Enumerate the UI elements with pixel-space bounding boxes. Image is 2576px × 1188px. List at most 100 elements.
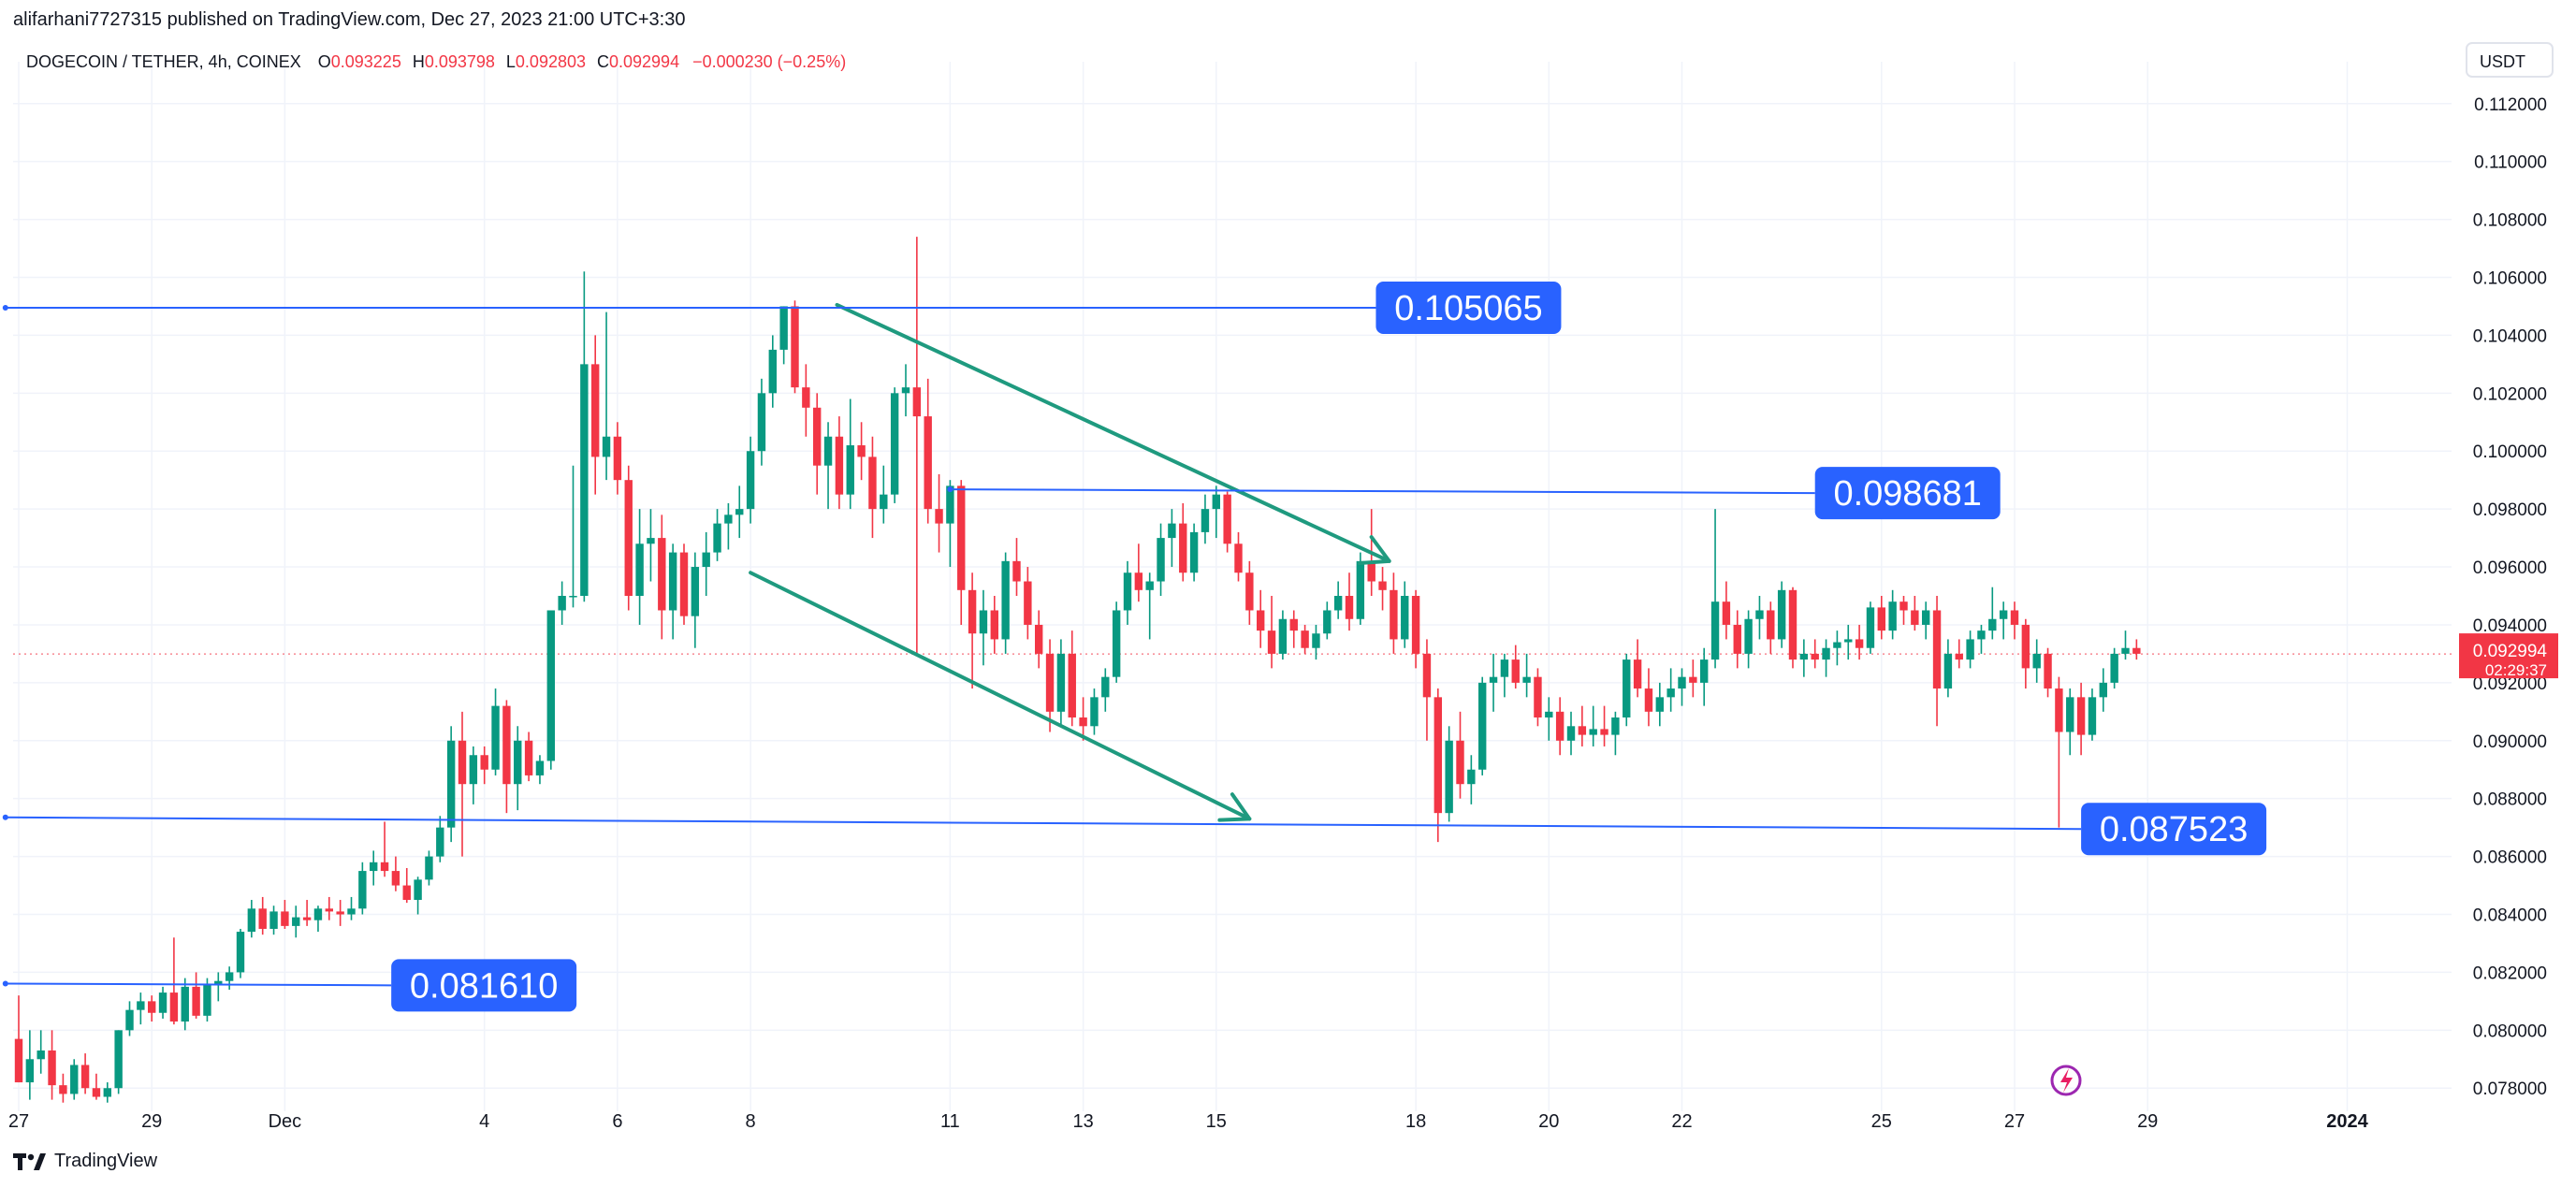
currency-label: USDT [2480,52,2525,71]
level-label-box [2081,803,2267,856]
candle-body [957,485,966,590]
x-tick-label: 20 [1538,1111,1559,1132]
y-tick-label: 0.104000 [2473,326,2547,346]
candle-body [436,827,444,857]
candle-body [1511,659,1520,683]
level-line [5,982,392,987]
candle-body [1001,560,1010,640]
candle-body [1911,610,1919,625]
candle-body [1888,601,1897,631]
candle-body [1811,653,1819,660]
candle-body [92,1088,101,1097]
candle-body [80,1065,90,1089]
candle-body [103,1088,111,1097]
candle-body [602,436,611,457]
candle-body [59,1085,67,1094]
candle-body [2110,653,2118,683]
candle-body [735,509,744,515]
candle-body [446,740,456,828]
candle-body [36,1050,45,1060]
level-label-box [391,959,577,1012]
candle-body [546,610,555,761]
x-tick-label: 8 [746,1111,756,1132]
candle-body [302,917,312,920]
candle-body [1145,581,1154,590]
candle-body [2010,610,2019,625]
candle-body [1035,624,1043,654]
candle-body [1722,601,1731,625]
candle-body [968,589,977,634]
candle-body [1611,717,1620,735]
candle-body [713,523,721,553]
candle-body [1855,639,1864,648]
candle-body [1134,572,1143,590]
candle-body [1733,624,1741,654]
candle-body [1301,630,1309,648]
x-tick-label: 2024 [2326,1111,2368,1132]
tradingview-logo-icon [13,1152,46,1170]
drawings: 0.105065 0.098681 0.087523 0.081610 [2,281,2267,1012]
candle-body [1955,653,1963,660]
candle-body [169,992,179,1022]
candle-body [1545,711,1553,718]
candle-body [946,485,954,524]
candle-body [1333,596,1343,611]
candle-body [370,862,378,872]
trend-arrow-line [835,302,1391,563]
candle-body [1899,601,1908,611]
candle-body [1356,560,1365,619]
candle-body [1689,676,1697,683]
level-label: 0.105065 [1394,289,1543,328]
candle-body [1024,581,1032,625]
trend-arrow-line [749,571,1252,821]
candle-body [414,879,422,901]
replay-bolt-icon[interactable] [2050,1065,2082,1096]
candles [14,237,2141,1103]
candle-body [2032,653,2041,669]
candle-body [292,917,300,926]
y-tick-label: 0.098000 [2473,500,2547,520]
x-tick-label: 27 [8,1111,29,1132]
symbol-line: DOGECOIN / TETHER, 4h, COINEX O0.093225 H0… [26,52,846,71]
candle-body [912,387,922,417]
candle-body [1999,610,2008,619]
y-tick-label: 0.106000 [2473,268,2547,288]
candle-body [724,514,733,524]
candle-body [236,932,245,973]
footer-brand: TradingView [13,1151,157,1172]
candle-body [25,1059,35,1083]
candle-body [158,992,167,1013]
candle-body [1799,653,1809,660]
candle-body [514,740,522,785]
candle-body [1278,618,1288,654]
candle-body [1189,531,1199,573]
candle-body [258,908,267,929]
candle-body [247,908,256,933]
level-anchor [2,304,8,311]
candle-body [2055,688,2063,732]
x-tick-label: 11 [940,1111,960,1132]
candle-body [624,480,633,596]
x-tick-label: 22 [1671,1111,1692,1132]
candle-body [1500,659,1509,677]
y-tick-label: 0.110000 [2474,153,2547,173]
candle-body [647,538,655,544]
candle-body [125,1009,134,1031]
candle-body [1201,509,1210,532]
currency-selector[interactable]: USDT [2466,42,2554,78]
candle-body [2044,653,2052,689]
y-tick-label: 0.096000 [2473,558,2547,578]
candle-body [1422,653,1432,698]
y-tick-label: 0.102000 [2473,384,2547,404]
candle-body [425,856,433,880]
candle-body [1445,740,1453,814]
candle-body [1767,610,1775,640]
candle-body [2066,697,2074,732]
candle-body [48,1050,56,1086]
level-anchor [2,980,8,987]
candle-body [1079,717,1087,727]
candle-body [802,387,810,408]
level-line [5,816,2082,831]
candle-body [1267,630,1276,654]
